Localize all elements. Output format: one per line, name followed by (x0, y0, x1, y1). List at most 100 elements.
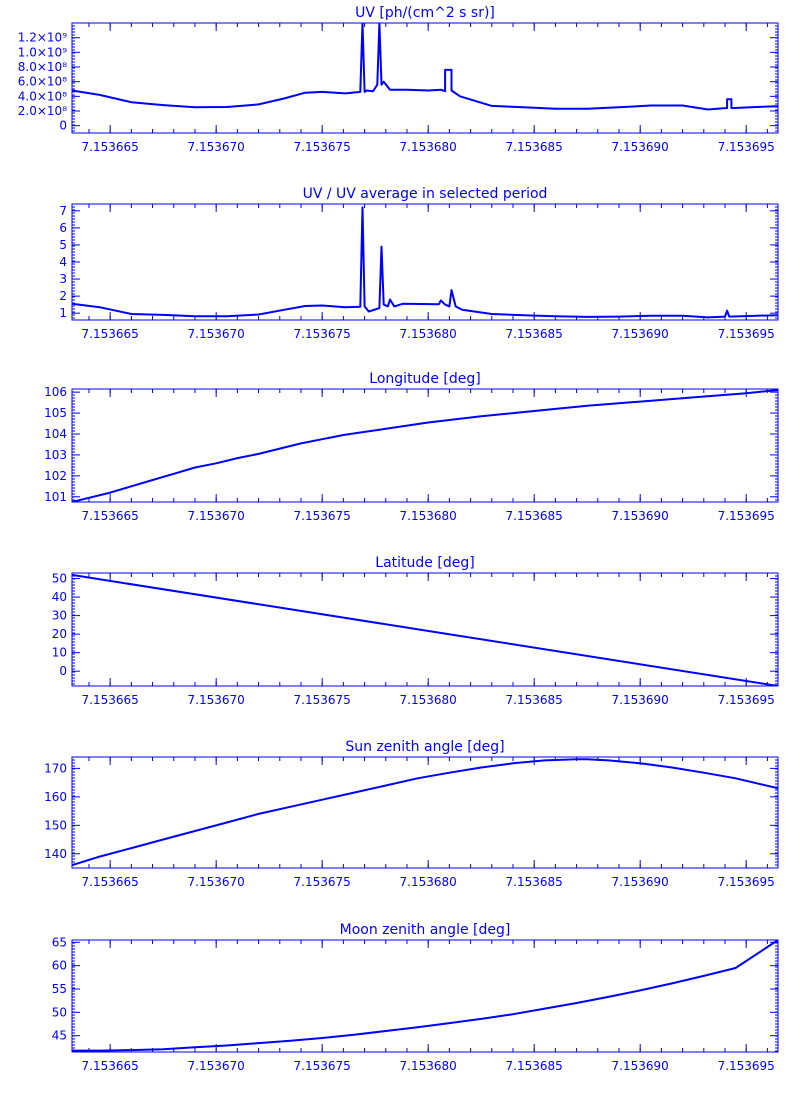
x-tick-label: 7.153670 (188, 327, 245, 341)
plot-frame (71, 939, 779, 1053)
y-tick-label: 8.0×10⁸ (18, 60, 67, 74)
x-tick-label: 7.153665 (82, 693, 139, 707)
y-tick-label: 60 (52, 959, 67, 973)
panel-1: UV [ph/(cm^2 s sr)] 1.2×10⁹1.0×10⁹8.0×10⁸… (18, 5, 779, 154)
y-tick-label: 102 (44, 469, 67, 483)
x-tick-label: 7.153680 (400, 1059, 457, 1073)
y-tick-label: 1 (59, 306, 67, 320)
panel-2: UV / UV average in selected period 7 6 5 4 3 2… (59, 186, 779, 341)
x-tick-label: 7.153670 (188, 875, 245, 889)
y-tick-label: 2.0×10⁸ (18, 104, 67, 118)
series-line (72, 206, 778, 319)
x-tick-label: 7.153685 (506, 509, 563, 523)
panel-title: Latitude [deg] (375, 555, 474, 571)
x-tick-label: 7.153695 (718, 1059, 775, 1073)
x-tick-label: 7.153665 (82, 327, 139, 341)
y-tick-label: 2 (59, 289, 67, 303)
y-tick-label: 160 (44, 790, 67, 804)
x-tick-label: 7.153685 (506, 875, 563, 889)
plot-frame (71, 756, 779, 869)
y-tick-label: 140 (44, 847, 67, 861)
x-tick-label: 7.153680 (400, 693, 457, 707)
y-tick-label: 106 (44, 385, 67, 399)
x-tick-label: 7.153665 (82, 509, 139, 523)
x-tick-label: 7.153665 (82, 875, 139, 889)
x-tick-label: 7.153675 (294, 509, 351, 523)
x-tick-label: 7.153670 (188, 140, 245, 154)
panel-title: Moon zenith angle [deg] (340, 922, 511, 938)
y-tick-label: 30 (52, 609, 67, 623)
y-tick-label: 105 (44, 406, 67, 420)
x-tick-label: 7.153695 (718, 327, 775, 341)
y-tick-label: 0 (59, 664, 67, 678)
y-tick-label: 0 (59, 119, 67, 133)
x-tick-label: 7.153665 (82, 1059, 139, 1073)
x-tick-label: 7.153675 (294, 1059, 351, 1073)
y-tick-label: 150 (44, 818, 67, 832)
x-tick-label: 7.153685 (506, 1059, 563, 1073)
panel-title: UV / UV average in selected period (303, 186, 548, 202)
x-tick-label: 7.153680 (400, 509, 457, 523)
x-tick-label: 7.153675 (294, 327, 351, 341)
x-tick-label: 7.153680 (400, 327, 457, 341)
x-tick-label: 7.153690 (612, 327, 669, 341)
panel-3: Longitude [deg] 106 105 104 103 102 101 7.15366… (44, 371, 779, 523)
x-tick-label: 7.153685 (506, 327, 563, 341)
plot-frame (71, 22, 779, 134)
y-tick-label: 10 (52, 646, 67, 660)
x-tick-label: 7.153690 (612, 1059, 669, 1073)
series-line (72, 758, 778, 867)
y-tick-label: 3 (59, 272, 67, 286)
x-tick-label: 7.153665 (82, 140, 139, 154)
y-tick-label: 104 (44, 427, 67, 441)
x-tick-label: 7.153695 (718, 509, 775, 523)
plot-frame (71, 388, 779, 503)
y-tick-label: 55 (52, 982, 67, 996)
x-tick-label: 7.153675 (294, 140, 351, 154)
y-tick-label: 45 (52, 1029, 67, 1043)
y-tick-label: 103 (44, 448, 67, 462)
x-tick-label: 7.153690 (612, 693, 669, 707)
y-tick-label: 50 (52, 572, 67, 586)
series-line (72, 573, 778, 686)
x-tick-label: 7.153675 (294, 693, 351, 707)
y-tick-label: 5 (59, 238, 67, 252)
x-tick-label: 7.153695 (718, 140, 775, 154)
y-tick-label: 6 (59, 221, 67, 235)
x-tick-label: 7.153670 (188, 1059, 245, 1073)
x-tick-label: 7.153670 (188, 693, 245, 707)
x-tick-label: 7.153685 (506, 693, 563, 707)
plot-frame (71, 203, 779, 321)
panel-title: Longitude [deg] (369, 371, 480, 387)
y-tick-label: 4.0×10⁸ (18, 89, 67, 103)
y-tick-label: 7 (59, 204, 67, 218)
x-tick-label: 7.153675 (294, 875, 351, 889)
series-line (72, 940, 778, 1052)
y-tick-label: 1.0×10⁹ (18, 45, 67, 59)
y-tick-label: 1.2×10⁹ (18, 31, 67, 45)
x-tick-label: 7.153690 (612, 140, 669, 154)
series-line (72, 389, 778, 502)
x-tick-label: 7.153690 (612, 875, 669, 889)
panel-5: Sun zenith angle [deg] 170 160 150 140 7.1536… (44, 739, 779, 889)
panel-6: Moon zenith angle [deg] 65 60 55 50 45 7.15366… (52, 922, 779, 1073)
x-tick-label: 7.153670 (188, 509, 245, 523)
x-tick-label: 7.153680 (400, 875, 457, 889)
x-tick-label: 7.153680 (400, 140, 457, 154)
panel-title: Sun zenith angle [deg] (345, 739, 504, 755)
panel-title: UV [ph/(cm^2 s sr)] (355, 5, 495, 21)
y-tick-label: 6.0×10⁸ (18, 75, 67, 89)
x-tick-label: 7.153690 (612, 509, 669, 523)
y-tick-label: 4 (59, 255, 67, 269)
series-line (72, 23, 778, 111)
panel-4: Latitude [deg] 50 40 30 20 10 0 7.153665 7.15367… (52, 555, 779, 707)
x-tick-label: 7.153695 (718, 693, 775, 707)
y-tick-label: 40 (52, 590, 67, 604)
y-tick-label: 170 (44, 761, 67, 775)
x-tick-label: 7.153685 (506, 140, 563, 154)
x-tick-label: 7.153695 (718, 875, 775, 889)
y-tick-label: 20 (52, 627, 67, 641)
y-tick-label: 50 (52, 1005, 67, 1019)
y-tick-label: 101 (44, 490, 67, 504)
